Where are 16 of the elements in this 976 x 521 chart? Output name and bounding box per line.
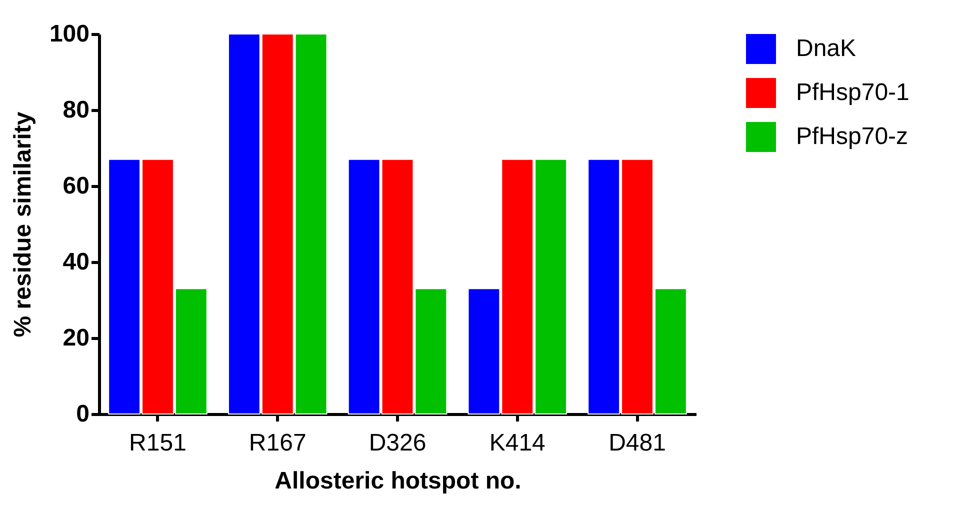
y-tick-label: 100: [49, 20, 90, 48]
x-tick-label: R167: [248, 430, 306, 456]
y-tick-label: 20: [62, 324, 90, 352]
y-tick-label: 60: [62, 172, 90, 200]
y-tick-label: 0: [76, 400, 90, 428]
legend-label: PfHsp70-1: [796, 79, 910, 106]
x-tick-label: D326: [368, 430, 426, 456]
x-axis-title: Allosteric hotspot no.: [274, 468, 522, 494]
x-tick-label: D481: [608, 430, 666, 456]
x-tick-label: K414: [489, 430, 546, 456]
y-tick-label: 80: [62, 96, 90, 124]
y-axis-title: % residue similarity: [9, 111, 36, 338]
legend-label: DnaK: [796, 35, 856, 62]
y-tick-label: 40: [62, 248, 90, 276]
x-tick-label: R151: [129, 430, 186, 456]
legend-label: PfHsp70-z: [796, 123, 908, 150]
